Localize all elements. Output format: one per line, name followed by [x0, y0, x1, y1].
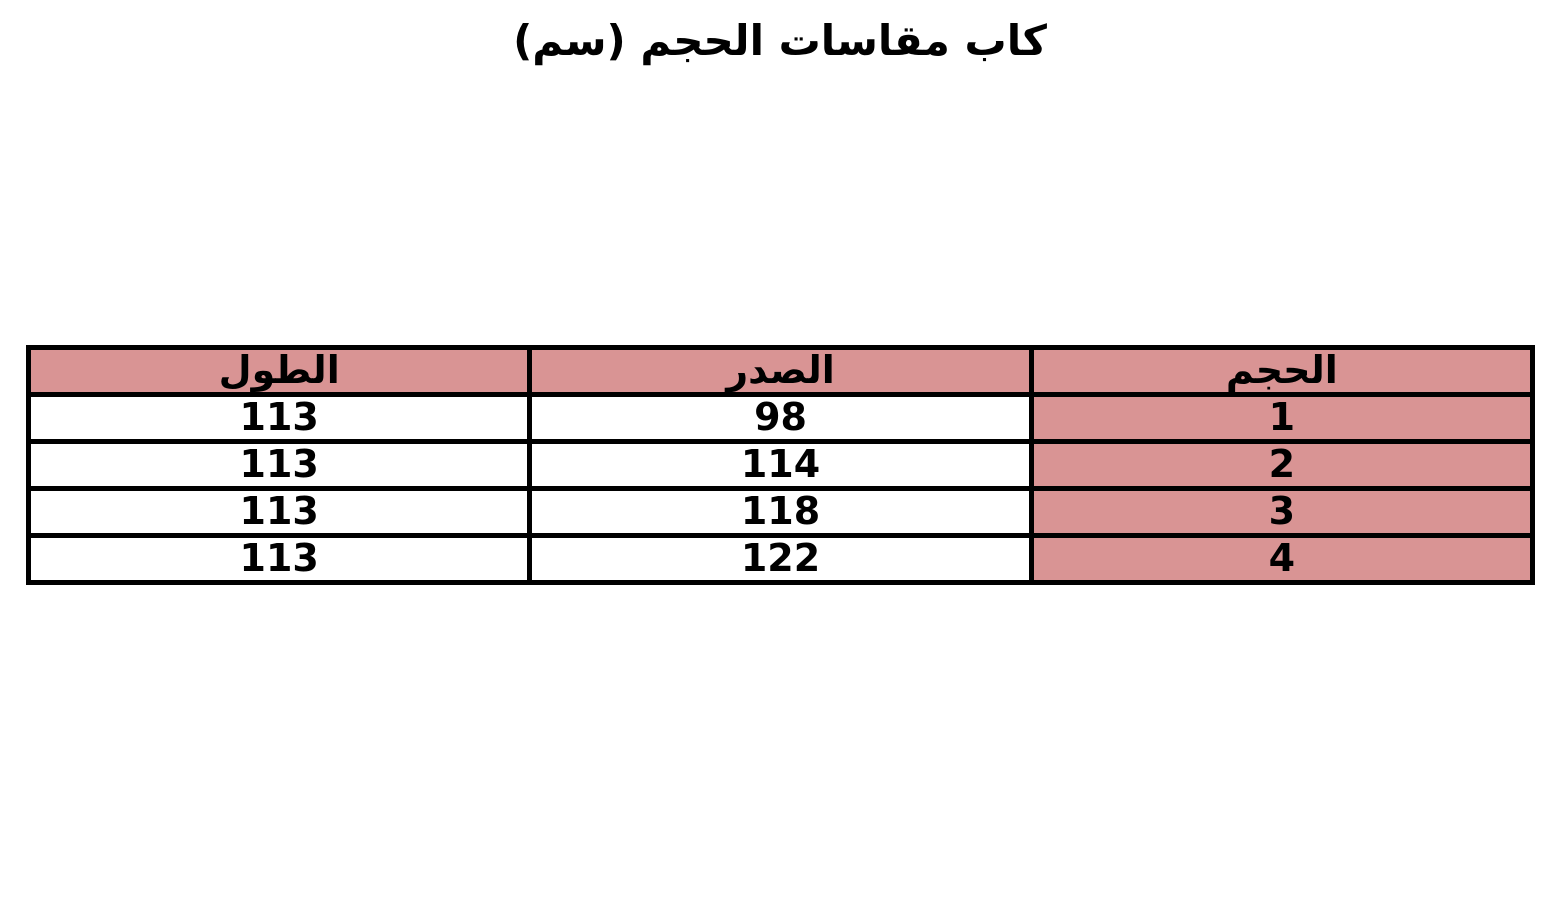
size-cell: 1	[1028, 392, 1536, 444]
column-header-chest: الصدر	[527, 345, 1034, 397]
column-header-length: الطول	[25, 345, 533, 397]
table-row: 1 98 113	[25, 392, 1536, 444]
length-cell: 113	[25, 392, 533, 444]
table-row: 2 114 113	[25, 439, 1536, 491]
length-cell: 113	[25, 439, 533, 491]
chest-cell: 98	[527, 392, 1034, 444]
chest-cell: 122	[527, 533, 1034, 585]
size-cell: 3	[1028, 486, 1536, 538]
header-row: الحجم الصدر الطول	[25, 345, 1536, 397]
size-cell: 2	[1028, 439, 1536, 491]
table-row: 4 122 113	[25, 533, 1536, 585]
chest-cell: 118	[527, 486, 1034, 538]
table-row: 3 118 113	[25, 486, 1536, 538]
column-header-size: الحجم	[1028, 345, 1536, 397]
length-cell: 113	[25, 486, 533, 538]
size-chart-table: الحجم الصدر الطول 1 98 113 2 114 113 3 1…	[25, 345, 1536, 585]
page-title: كاب مقاسات الحجم (سم)	[513, 16, 1047, 65]
chest-cell: 114	[527, 439, 1034, 491]
size-cell: 4	[1028, 533, 1536, 585]
length-cell: 113	[25, 533, 533, 585]
